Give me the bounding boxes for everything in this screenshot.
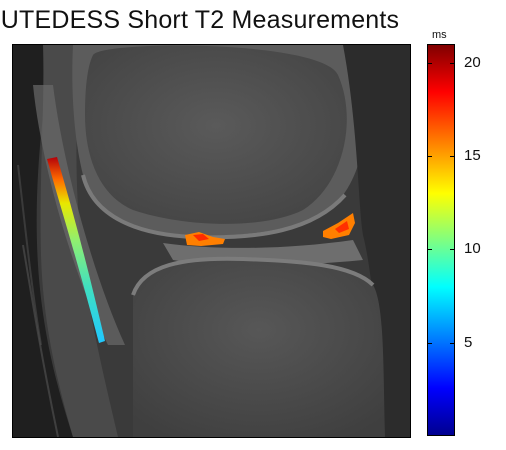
colorbar-tick-mark <box>450 343 455 344</box>
t2-overlay-posterior-meniscus <box>323 213 355 239</box>
t2-overlay-tendon <box>47 157 105 343</box>
mri-knee-scan <box>13 45 410 437</box>
femur-condyle <box>85 45 347 224</box>
colorbar-tick-label: 15 <box>464 147 481 164</box>
posterior-tissue <box>343 45 410 437</box>
anterior-soft-tissue <box>13 45 73 437</box>
colorbar-tick-mark <box>427 343 432 344</box>
tibia <box>133 258 385 437</box>
colorbar-tick-mark <box>450 63 455 64</box>
colorbar-tick-mark <box>450 249 455 250</box>
colorbar-tick-label: 20 <box>464 54 481 71</box>
colorbar-unit: ms <box>432 29 447 41</box>
colorbar <box>427 44 455 436</box>
colorbar-tick-mark <box>427 156 432 157</box>
colorbar-tick-label: 5 <box>464 334 473 351</box>
mri-knee-image <box>12 44 411 438</box>
tibial-cartilage <box>131 256 375 296</box>
colorbar-tick-mark <box>427 63 432 64</box>
tendon-edge <box>33 85 125 345</box>
colorbar-tick-mark <box>450 156 455 157</box>
colorbar-tick-mark <box>427 249 432 250</box>
figure-title: UTEDESS Short T2 Measurements <box>0 6 400 34</box>
colorbar-tick-label: 10 <box>464 240 481 257</box>
